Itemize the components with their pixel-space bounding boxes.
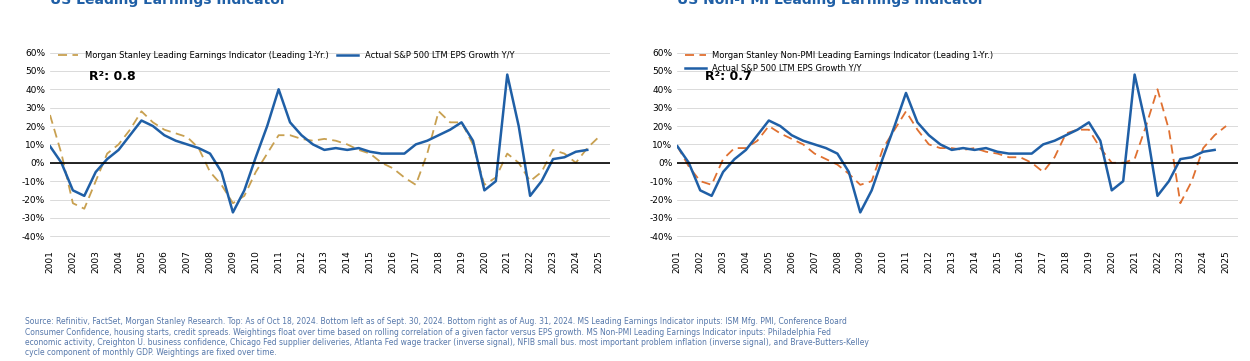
- Text: Source: Refinitiv, FactSet, Morgan Stanley Research. Top: As of Oct 18, 2024. Bo: Source: Refinitiv, FactSet, Morgan Stanl…: [25, 317, 869, 357]
- Text: R²: 0.8: R²: 0.8: [89, 70, 136, 83]
- Legend: Morgan Stanley Leading Earnings Indicator (Leading 1-Yr.), Actual S&P 500 LTM EP: Morgan Stanley Leading Earnings Indicato…: [54, 48, 518, 63]
- Text: US Leading Earnings Indicator: US Leading Earnings Indicator: [50, 0, 286, 8]
- Text: US Non-PMI Leading Earnings Indicator: US Non-PMI Leading Earnings Indicator: [678, 0, 985, 8]
- Legend: Morgan Stanley Non-PMI Leading Earnings Indicator (Leading 1-Yr.), Actual S&P 50: Morgan Stanley Non-PMI Leading Earnings …: [681, 48, 996, 76]
- Text: R²: 0.7: R²: 0.7: [705, 70, 752, 83]
